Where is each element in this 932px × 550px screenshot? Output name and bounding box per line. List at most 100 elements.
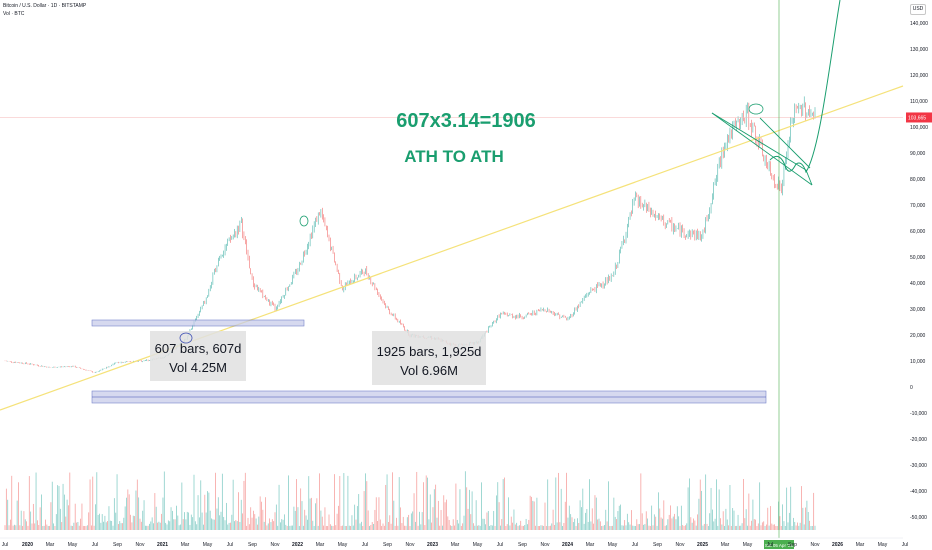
volume-bar (444, 502, 446, 530)
volume-bar (609, 525, 611, 530)
volume-bar (62, 483, 64, 530)
volume-bar (118, 524, 119, 530)
volume-bar (772, 524, 774, 530)
x-tick-label: Sep (518, 542, 527, 548)
volume-bar (285, 524, 287, 530)
volume-bar (197, 495, 199, 530)
x-tick-label: Mar (316, 542, 325, 548)
volume-bar (194, 521, 196, 530)
volume-bar (572, 522, 574, 530)
volume-bar (134, 516, 135, 530)
volume-bar (338, 505, 339, 530)
volume-bar (473, 523, 474, 530)
y-tick-label: 30,000 (910, 307, 926, 313)
volume-bar (740, 525, 742, 530)
volume-bar (251, 517, 253, 530)
volume-bar (516, 522, 518, 530)
volume-bar (672, 516, 674, 530)
volume-bar (489, 526, 491, 530)
volume-bar (39, 507, 41, 530)
volume-bar (269, 518, 270, 530)
volume-bar (763, 521, 765, 530)
volume-bar (632, 525, 634, 530)
volume-bar (165, 522, 167, 530)
volume-bar (451, 525, 453, 530)
volume-bar (4, 525, 6, 530)
volume-bar (282, 519, 284, 530)
volume-bar (442, 525, 443, 530)
volume-bar (706, 523, 708, 530)
volume-bar (477, 525, 478, 530)
volume-bar (217, 497, 219, 530)
volume-bar (293, 506, 295, 530)
volume-bar (748, 493, 750, 530)
volume-bar (739, 525, 740, 530)
volume-bar (525, 518, 527, 530)
volume-bar (250, 507, 252, 530)
volume-bar (190, 514, 192, 530)
volume-bar (757, 523, 759, 530)
volume-bar (431, 522, 432, 530)
volume-bar (320, 510, 322, 530)
volume-bar (84, 525, 86, 530)
volume-bar (392, 472, 393, 530)
volume-bar (695, 525, 697, 530)
volume-bar (599, 521, 601, 530)
volume-bar (690, 517, 692, 530)
volume-bar (365, 473, 366, 530)
y-tick-label: 70,000 (910, 203, 926, 209)
volume-bar (207, 491, 208, 530)
volume-bar (551, 523, 553, 530)
volume-bar (770, 506, 771, 530)
volume-bar (636, 519, 638, 530)
ath-circle-2020 (179, 332, 193, 344)
volume-bar (724, 525, 725, 530)
volume-bar (38, 524, 40, 530)
volume-bar (749, 525, 751, 530)
volume-bar (767, 507, 769, 530)
volume-bar (793, 517, 794, 530)
volume-bar (166, 524, 168, 530)
volume-bar (776, 526, 778, 530)
y-tick-label: 90,000 (910, 151, 926, 157)
volume-bar (687, 487, 689, 530)
volume-bar (297, 507, 299, 530)
volume-bar (371, 522, 373, 530)
volume-bar (123, 517, 125, 530)
volume-bar (486, 512, 488, 530)
volume-bar (618, 505, 620, 530)
x-tick-label: Mar (46, 542, 55, 548)
volume-bar (420, 524, 422, 530)
x-tick-label: Nov (406, 542, 415, 548)
volume-bar (312, 520, 314, 530)
volume-bar (730, 525, 732, 530)
volume-bar (226, 502, 227, 530)
volume-bar (412, 511, 414, 530)
volume-bar (80, 518, 81, 530)
volume-bar (689, 478, 690, 530)
volume-bar (428, 519, 430, 530)
volume-bar (660, 517, 662, 530)
volume-bar (617, 511, 619, 530)
volume-bar (771, 523, 773, 530)
volume-bar (555, 477, 557, 530)
volume-bar (311, 497, 312, 530)
volume-bar (5, 488, 7, 530)
currency-button[interactable]: USD (910, 4, 926, 15)
volume-bar (421, 512, 423, 530)
x-tick-label: May (743, 542, 753, 548)
volume-bar (667, 519, 669, 530)
volume-bar (558, 472, 559, 530)
volume-bar (180, 524, 181, 530)
x-tick-label: Nov (811, 542, 820, 548)
ath-circle-2021 (299, 215, 309, 227)
volume-bar (221, 473, 223, 530)
volume-bar (726, 519, 728, 530)
volume-bar (729, 485, 731, 530)
volume-bar (760, 525, 762, 530)
x-tick-label: 2020 (22, 542, 33, 548)
volume-bar (645, 511, 647, 530)
volume-bar (782, 504, 783, 530)
volume-bar (374, 509, 376, 530)
